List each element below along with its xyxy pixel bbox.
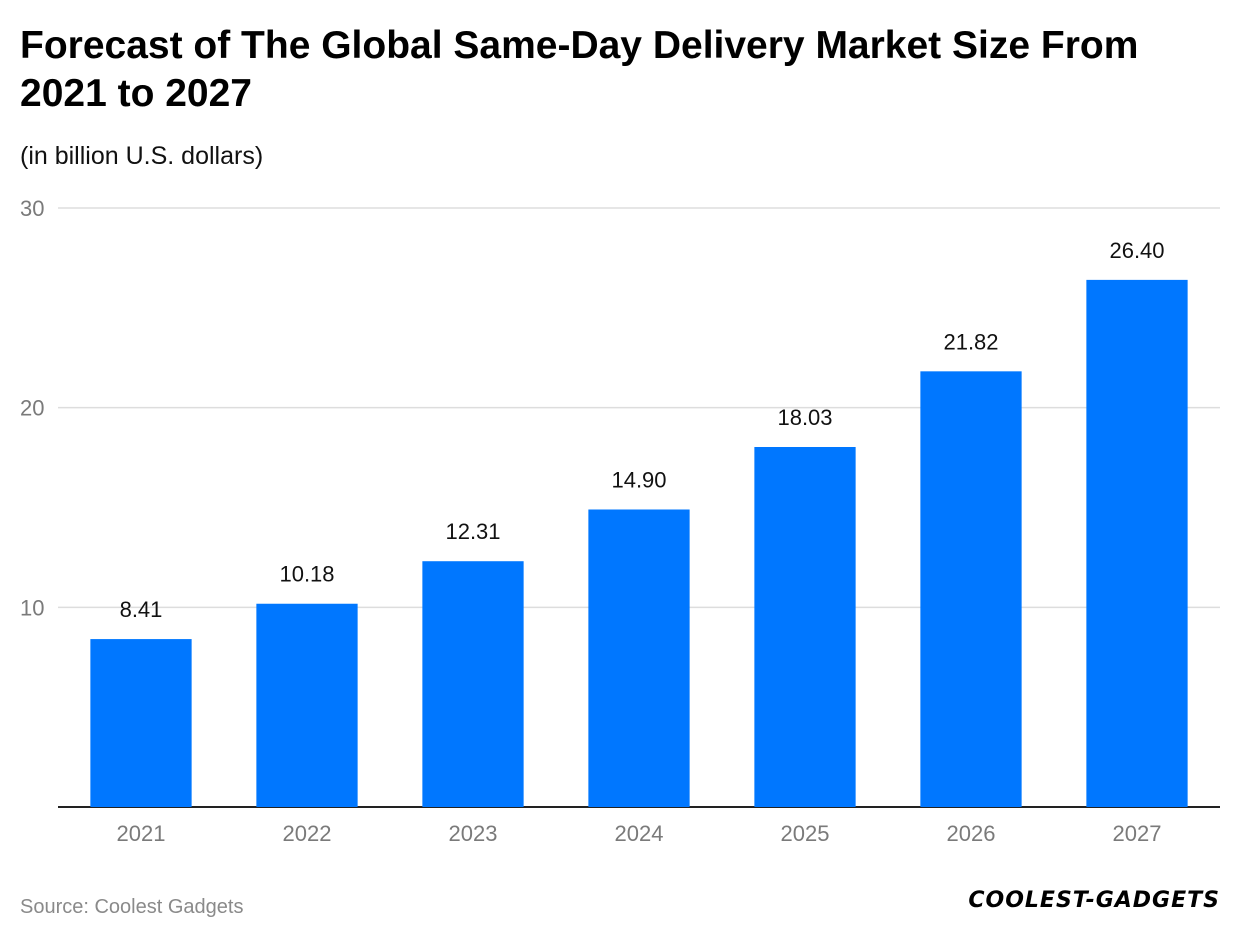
chart-title: Forecast of The Global Same-Day Delivery…: [20, 24, 1139, 115]
data-label-2024: 14.90: [611, 467, 666, 492]
bar-2026: [920, 371, 1022, 807]
x-tick-label: 2024: [615, 821, 664, 846]
brand-logo: COOLEST-GADGETS: [968, 888, 1220, 913]
x-tick-label: 2027: [1113, 821, 1162, 846]
x-tick-label: 2023: [449, 821, 498, 846]
bar-2024: [588, 509, 690, 807]
bar-2027: [1086, 279, 1188, 807]
bar-chart: 10 20 30 8.41 2021 10.18 2022 12.31 2023 14.90 202…: [20, 196, 1220, 846]
data-label-2025: 18.03: [777, 405, 832, 430]
bar-2022: [256, 603, 358, 807]
bar-2023: [422, 561, 524, 807]
bar-2025: [754, 447, 856, 807]
x-tick-label: 2026: [947, 821, 996, 846]
y-tick-label: 10: [20, 595, 44, 620]
source-note: Source: Coolest Gadgets: [20, 896, 244, 918]
data-label-2023: 12.31: [445, 519, 500, 544]
data-label-2022: 10.18: [279, 562, 334, 587]
x-tick-label: 2025: [781, 821, 830, 846]
bar-2021: [90, 639, 192, 807]
chart-subtitle: (in billion U.S. dollars): [20, 142, 264, 170]
data-label-2027: 26.40: [1109, 238, 1164, 263]
x-tick-label: 2021: [117, 821, 166, 846]
y-tick-label: 30: [20, 196, 44, 221]
data-label-2026: 21.82: [943, 329, 998, 354]
bars: [90, 279, 1188, 807]
labels: 10 20 30 8.41 2021 10.18 2022 12.31 2023 14.90 202…: [20, 196, 1165, 846]
x-tick-label: 2022: [283, 821, 332, 846]
y-tick-label: 20: [20, 396, 44, 421]
data-label-2021: 8.41: [120, 597, 163, 622]
